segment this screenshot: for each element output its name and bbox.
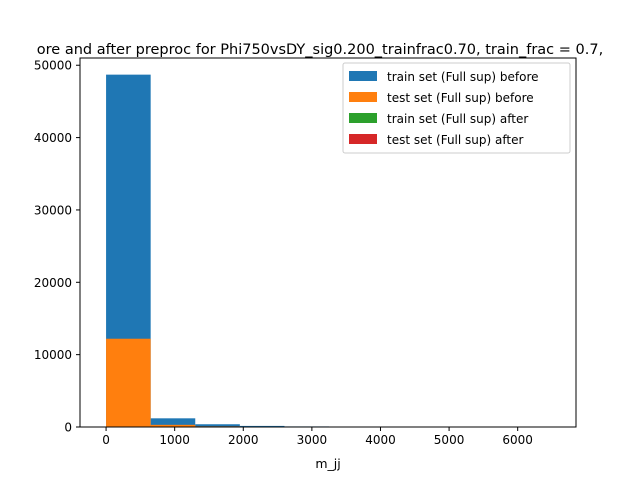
bar-series1-bin0 [106,338,151,427]
y-tick-label: 0 [64,421,72,435]
legend-swatch [349,92,377,102]
plot-frame [79,57,577,428]
legend-label: test set (Full sup) after [387,133,523,147]
y-tick-label: 50000 [34,59,72,73]
y-tick-label: 40000 [34,131,72,145]
legend-label: train set (Full sup) after [387,112,528,126]
y-axis-ticks: 0 10000 20000 30000 40000 50000 [34,59,80,435]
legend-box [342,62,571,154]
x-tick-label: 3000 [297,433,328,447]
x-tick-label: 6000 [502,433,533,447]
y-tick-label: 10000 [34,348,72,362]
y-tick-label: 30000 [34,203,72,217]
x-axis-label: m_jj [315,456,340,471]
y-tick-label: 20000 [34,276,72,290]
x-axis-ticks: 0 1000 2000 3000 4000 5000 6000 [102,427,533,447]
x-tick-label: 2000 [228,433,259,447]
x-tick-label: 4000 [365,433,396,447]
axes [79,57,577,428]
bar-series1-bin1 [150,424,196,427]
legend-swatch [349,71,377,81]
x-tick-label: 0 [102,433,110,447]
x-tick-label: 1000 [159,433,190,447]
histogram-bars [106,74,552,427]
chart-title: ore and after preproc for Phi750vsDY_sig… [37,42,603,58]
x-tick-label: 5000 [434,433,465,447]
bar-series0-bin3 [239,425,285,427]
legend-label: train set (Full sup) before [387,70,539,84]
bar-series0-bin1 [150,418,196,427]
legend-label: test set (Full sup) before [387,91,534,105]
legend-swatch [349,113,377,123]
legend: train set (Full sup) before test set (Ful… [342,62,571,154]
bar-series0-bin2 [195,424,240,427]
legend-swatch [349,134,377,144]
